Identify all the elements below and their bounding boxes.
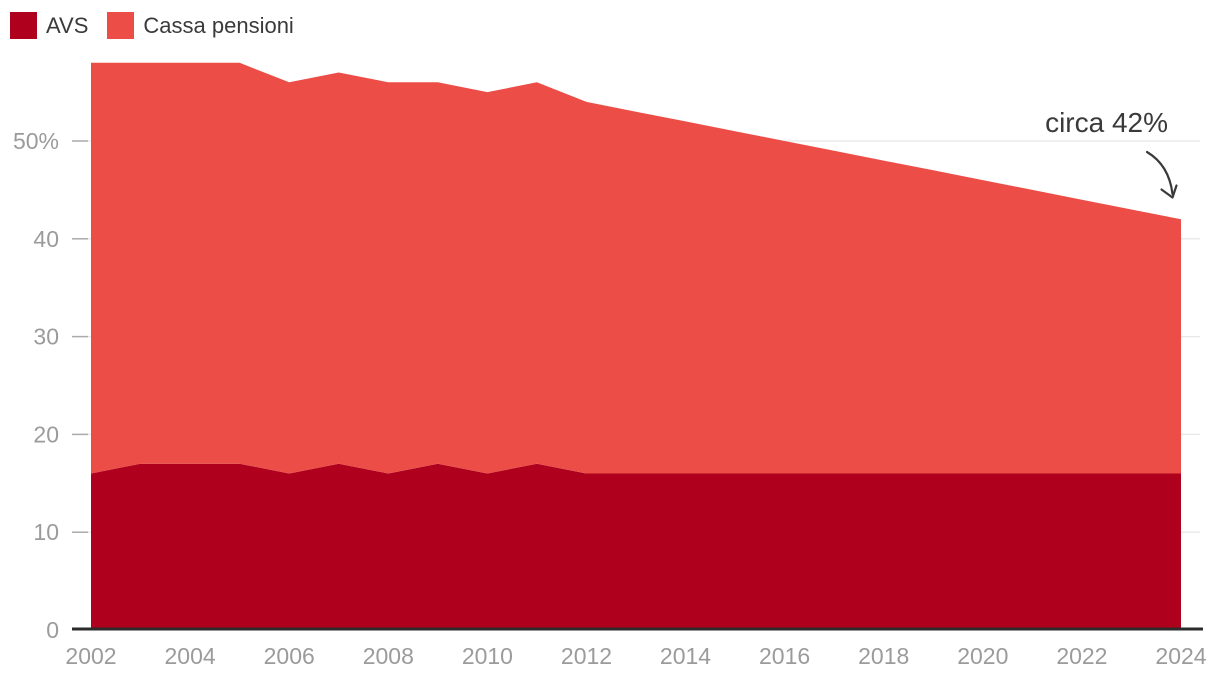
x-axis-line [72, 627, 1203, 631]
legend-label-cassa-pensioni: Cassa pensioni [143, 12, 294, 38]
x-tick-label-2020: 2020 [957, 643, 1008, 669]
legend: AVS Cassa pensioni [10, 12, 294, 39]
cassa-pensioni-swatch [107, 12, 135, 39]
x-tick-label-2002: 2002 [65, 643, 116, 669]
y-tick-label-20: 20 [33, 421, 59, 447]
legend-item-avs: AVS [10, 12, 88, 39]
x-tick-label-2018: 2018 [858, 643, 909, 669]
y-tick-label-0: 0 [46, 617, 59, 643]
y-tick-label-30: 30 [33, 324, 59, 350]
avs-swatch [10, 12, 37, 39]
area-cassa-pensioni [91, 62, 1181, 474]
x-tick-label-2008: 2008 [363, 643, 414, 669]
x-tick-label-2014: 2014 [660, 643, 711, 669]
annotation-arrow [1145, 150, 1178, 199]
y-tick-label-10: 10 [33, 519, 59, 545]
x-tick-label-2022: 2022 [1056, 643, 1107, 669]
area-avs [91, 463, 1181, 630]
x-tick-label-2016: 2016 [759, 643, 810, 669]
x-tick-label-2024: 2024 [1155, 643, 1206, 669]
x-tick-label-2010: 2010 [462, 643, 513, 669]
annotation-circa-42: circa 42% [1045, 107, 1168, 138]
legend-item-cassa-pensioni: Cassa pensioni [107, 12, 294, 39]
x-tick-label-2006: 2006 [264, 643, 315, 669]
x-tick-label-2004: 2004 [165, 643, 216, 669]
legend-label-avs: AVS [46, 12, 89, 38]
x-tick-label-2012: 2012 [561, 643, 612, 669]
y-tick-label-50: 50% [13, 128, 59, 154]
y-tick-label-40: 40 [33, 226, 59, 252]
